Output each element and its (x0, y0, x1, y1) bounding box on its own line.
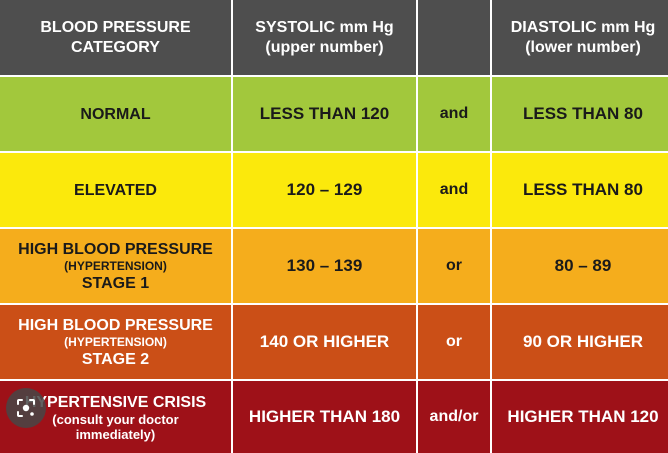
header-category-line-1: BLOOD PRESSURE (40, 18, 191, 36)
conjunction-stage-2: or (418, 305, 490, 379)
category-subtitle: (HYPERTENSION) (64, 258, 167, 273)
header-category-line-2: CATEGORY (71, 38, 160, 56)
diastolic-crisis: HIGHER THAN 120 (492, 381, 668, 453)
header-systolic-line-1: SYSTOLIC mm Hg (255, 18, 394, 36)
diastolic-stage-1: 80 – 89 (492, 229, 668, 303)
category-title: HYPERTENSIVE CRISIS (24, 393, 207, 411)
conjunction-stage-1: or (418, 229, 490, 303)
header-systolic-line-2: (upper number) (265, 38, 384, 56)
conjunction-normal: and (418, 77, 490, 151)
diastolic-elevated: LESS THAN 80 (492, 153, 668, 227)
category-title: HIGH BLOOD PRESSURE (18, 240, 213, 258)
systolic-stage-1: 130 – 139 (233, 229, 416, 303)
category-normal: NORMAL (0, 77, 231, 151)
conjunction-elevated: and (418, 153, 490, 227)
lens-search-button[interactable] (6, 388, 46, 428)
category-stage: immediately) (75, 426, 156, 442)
header-diastolic-line-1: DIASTOLIC mm Hg (510, 18, 656, 36)
systolic-crisis: HIGHER THAN 180 (233, 381, 416, 453)
category-title: HIGH BLOOD PRESSURE (18, 316, 213, 334)
header-category: BLOOD PRESSURE CATEGORY (0, 0, 231, 75)
systolic-stage-2: 140 OR HIGHER (233, 305, 416, 379)
header-diastolic: DIASTOLIC mm Hg (lower number) (492, 0, 668, 75)
header-conjunction (418, 0, 490, 75)
category-subtitle: (HYPERTENSION) (64, 334, 167, 349)
category-title: NORMAL (80, 105, 151, 123)
category-elevated: ELEVATED (0, 153, 231, 227)
category-stage-1: HIGH BLOOD PRESSURE (HYPERTENSION) STAGE… (0, 229, 231, 303)
header-systolic: SYSTOLIC mm Hg (upper number) (233, 0, 416, 75)
systolic-elevated: 120 – 129 (233, 153, 416, 227)
category-subtitle: (consult your doctor (52, 411, 179, 427)
diastolic-stage-2: 90 OR HIGHER (492, 305, 668, 379)
diastolic-normal: LESS THAN 80 (492, 77, 668, 151)
systolic-normal: LESS THAN 120 (233, 77, 416, 151)
category-stage: STAGE 1 (81, 274, 150, 292)
conjunction-crisis: and/or (418, 381, 490, 453)
header-diastolic-line-2: (lower number) (525, 38, 641, 56)
lens-search-icon (17, 399, 35, 417)
category-stage: STAGE 2 (81, 350, 150, 368)
category-title: ELEVATED (74, 181, 157, 199)
category-stage-2: HIGH BLOOD PRESSURE (HYPERTENSION) STAGE… (0, 305, 231, 379)
